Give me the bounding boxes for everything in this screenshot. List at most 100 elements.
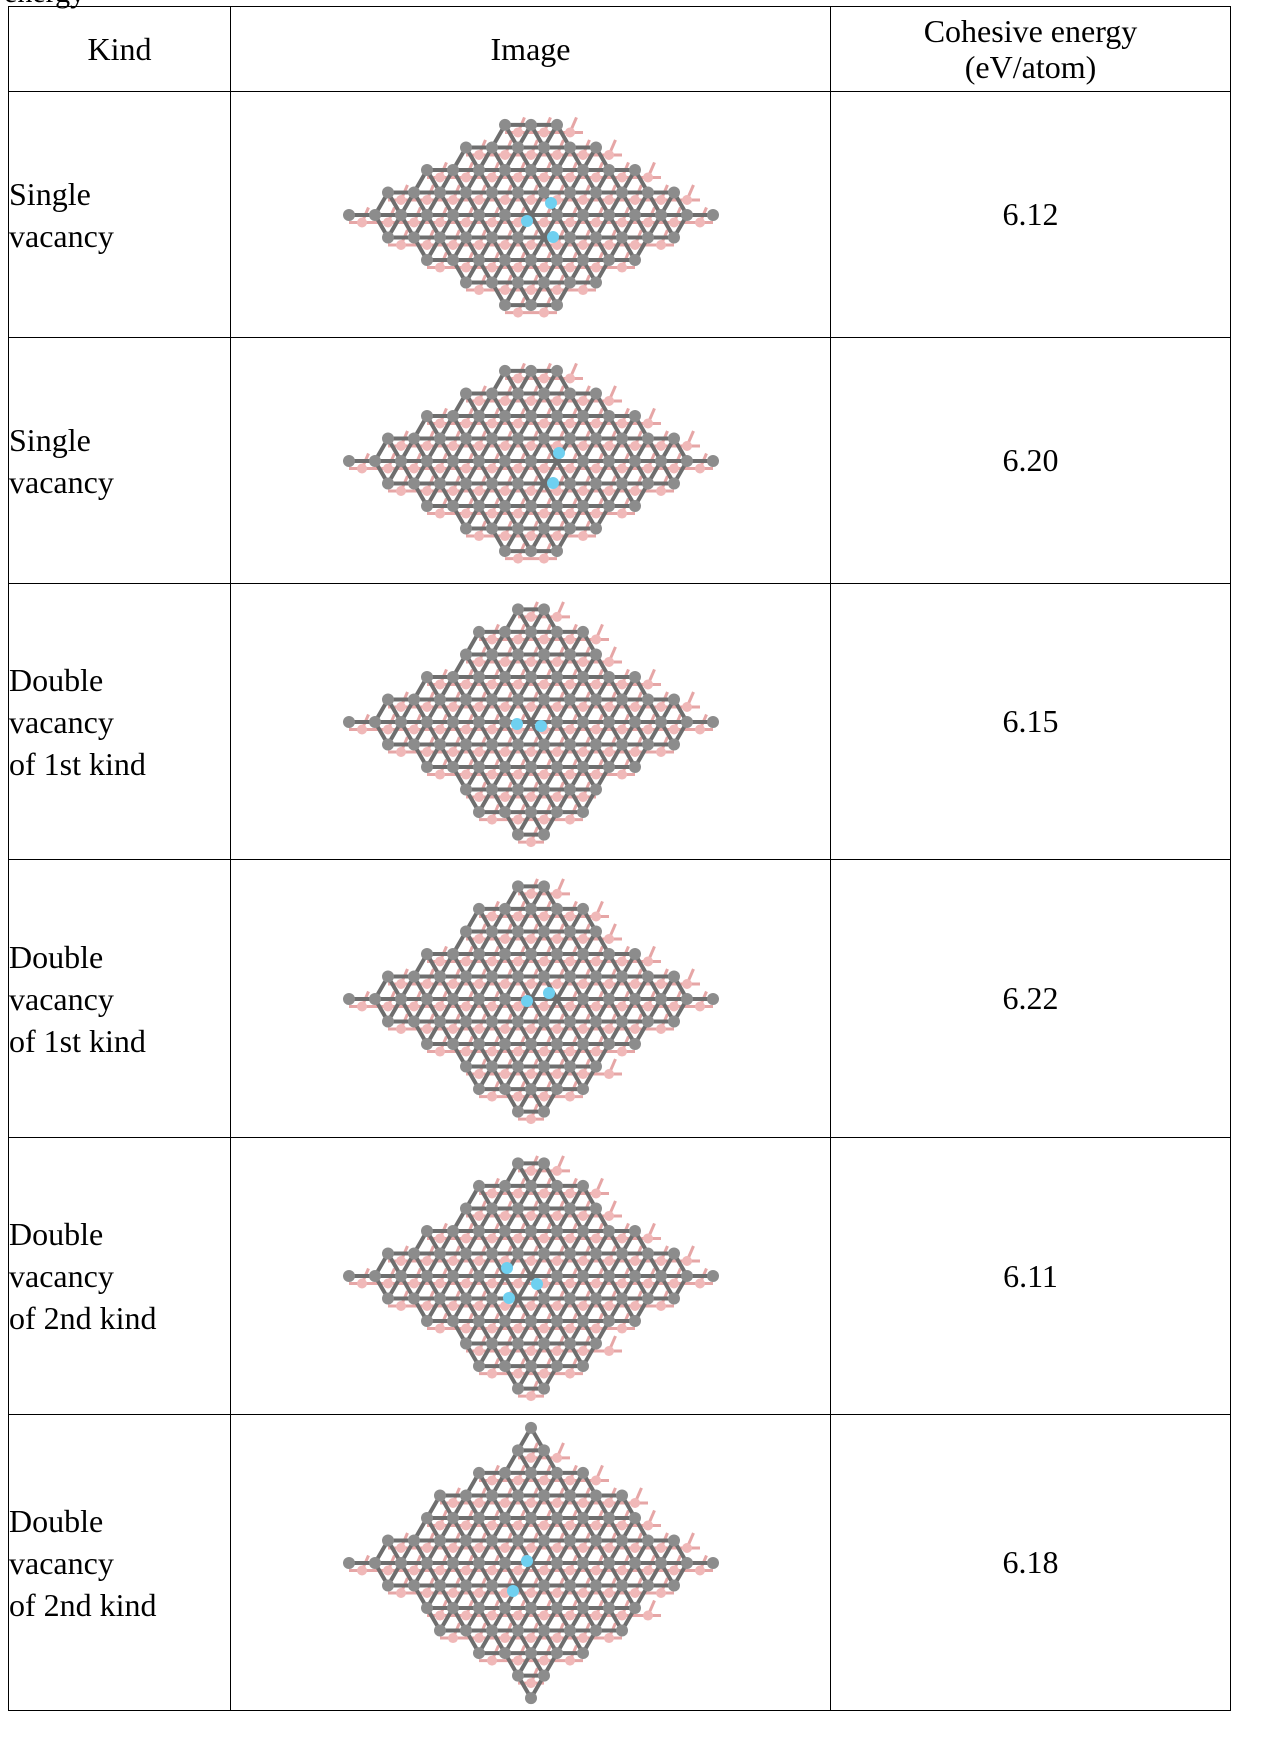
carbon-atom: [537, 1533, 550, 1546]
kind-cell: Single vacancy: [8, 337, 231, 584]
boron-atom: [551, 1497, 562, 1508]
carbon-atom: [511, 1337, 524, 1350]
boron-atom: [473, 1068, 484, 1079]
carbon-atom: [641, 738, 654, 751]
carbon-atom: [342, 454, 355, 467]
boron-atom: [590, 1278, 601, 1289]
kind-line: of 1st kind: [9, 1022, 146, 1059]
carbon-atom: [485, 1488, 498, 1501]
carbon-atom: [381, 185, 394, 198]
boron-atom: [655, 1542, 666, 1553]
carbon-atom: [589, 1337, 602, 1350]
boron-atom: [486, 814, 497, 825]
carbon-atom: [563, 1533, 576, 1546]
kind-line: of 1st kind: [9, 745, 146, 782]
carbon-atom: [433, 231, 446, 244]
boron-atom: [395, 1542, 406, 1553]
carbon-atom: [407, 692, 420, 705]
boron-atom: [486, 678, 497, 689]
boron-atom: [577, 791, 588, 802]
carbon-atom: [706, 1556, 719, 1569]
boron-atom: [642, 1610, 653, 1621]
carbon-atom: [459, 1624, 472, 1637]
carbon-atom: [706, 715, 719, 728]
carbon-atom: [511, 783, 524, 796]
boron-atom: [395, 440, 406, 451]
boron-atom: [499, 656, 510, 667]
structure-image-cell: [230, 1414, 831, 1711]
carbon-atom: [602, 1270, 615, 1282]
carbon-atom: [563, 1337, 576, 1350]
boron-atom: [551, 1346, 562, 1357]
carbon-atom: [524, 1315, 537, 1328]
carbon-atom: [589, 140, 602, 153]
boron-atom: [603, 1542, 614, 1553]
vacancy-table: Kind Image Cohesive energy (eV/atom) Sin…: [8, 6, 1231, 1711]
boron-atom: [460, 417, 471, 428]
boron-atom: [538, 1565, 549, 1576]
boron-atom: [382, 217, 393, 228]
carbon-atom: [537, 924, 550, 937]
carbon-atom: [589, 1624, 602, 1637]
carbon-atom: [407, 969, 420, 982]
boron-atom: [655, 978, 666, 989]
boron-atom: [434, 217, 445, 228]
carbon-atom: [420, 1601, 433, 1614]
carbon-atom: [472, 760, 485, 773]
boron-atom: [486, 1655, 497, 1666]
carbon-atom: [511, 828, 524, 841]
carbon-atom: [628, 163, 641, 176]
boron-atom: [577, 1632, 588, 1643]
carbon-atom: [602, 1224, 615, 1237]
boron-atom: [551, 656, 562, 667]
boron-atom: [512, 1565, 523, 1576]
boron-atom: [577, 395, 588, 406]
carbon-atom: [589, 647, 602, 660]
carbon-atom: [446, 1224, 459, 1237]
boron-atom: [551, 1023, 562, 1034]
carbon-atom: [589, 783, 602, 796]
boron-atom: [499, 701, 510, 712]
boron-atom: [356, 217, 367, 228]
boron-atom: [603, 194, 614, 205]
carbon-atom: [498, 499, 511, 512]
boron-atom: [460, 724, 471, 735]
carbon-atom: [537, 1105, 550, 1118]
boron-atom: [655, 194, 666, 205]
boron-atom: [512, 1368, 523, 1379]
carbon-atom: [563, 386, 576, 399]
carbon-atom: [485, 231, 498, 244]
carbon-atom: [550, 1037, 563, 1050]
carbon-atom: [628, 253, 641, 266]
carbon-atom: [550, 1224, 563, 1237]
boron-atom: [551, 1210, 562, 1221]
carbon-atom: [576, 409, 589, 422]
boron-atom: [564, 217, 575, 228]
carbon-atom: [641, 231, 654, 244]
boron-atom: [356, 724, 367, 735]
carbon-atom: [485, 1202, 498, 1215]
boron-atom: [538, 126, 549, 137]
boron-atom: [382, 724, 393, 735]
carbon-atom: [524, 253, 537, 266]
carbon-atom: [641, 1292, 654, 1305]
carbon-atom: [576, 947, 589, 960]
carbon-atom: [459, 386, 472, 399]
carbon-atom: [407, 1292, 420, 1305]
carbon-atom: [654, 992, 667, 1005]
boron-atom: [551, 149, 562, 160]
carbon-atom: [641, 969, 654, 982]
carbon-atom: [628, 499, 641, 512]
boron-atom: [564, 262, 575, 273]
carbon-atom: [550, 760, 563, 773]
carbon-atom: [589, 386, 602, 399]
boron-atom: [616, 262, 627, 273]
boron-atom: [421, 194, 432, 205]
carbon-atom: [628, 1037, 641, 1050]
table-row: Double vacancy of 1st kind 6.22: [8, 859, 1231, 1138]
carbon-atom: [576, 760, 589, 773]
boron-atom: [603, 485, 614, 496]
carbon-atom: [420, 208, 433, 221]
kind-cell: Single vacancy: [8, 91, 231, 338]
boron-atom: [512, 171, 523, 182]
